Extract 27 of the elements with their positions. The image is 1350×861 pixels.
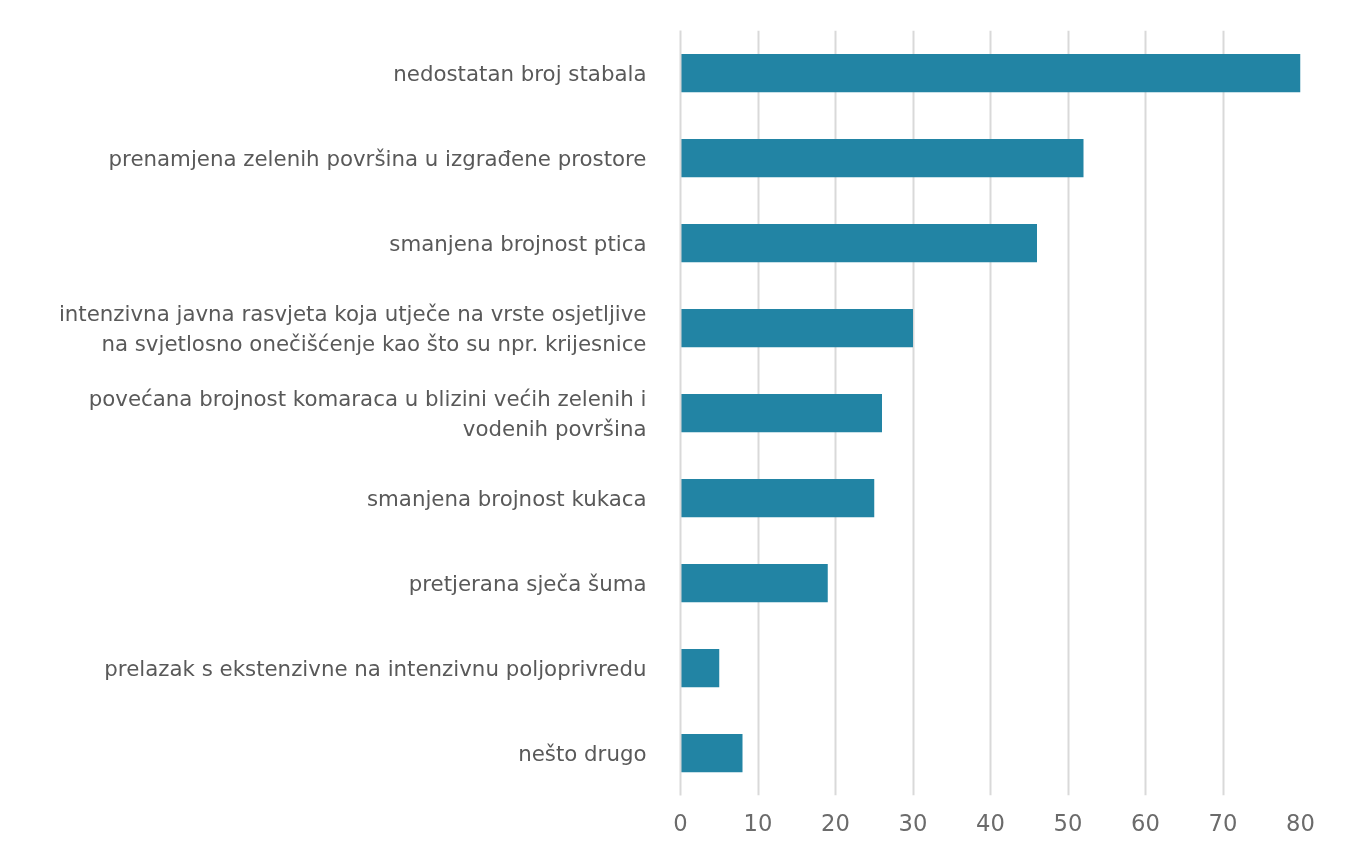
x-tick-label: 80 bbox=[1286, 809, 1315, 836]
x-tick-label: 40 bbox=[976, 809, 1005, 836]
bar bbox=[680, 478, 875, 518]
bar bbox=[680, 308, 913, 348]
y-tick-label: povećana brojnost komaraca u blizini većih zelenih i vodenih površina bbox=[88, 385, 647, 441]
y-tick-label: prelazak s ekstenzivne na intenzivnu poljoprivredu bbox=[104, 655, 647, 681]
x-tick-label: 0 bbox=[673, 809, 688, 836]
x-tick-label: 30 bbox=[898, 809, 928, 836]
x-tick-label: 10 bbox=[743, 809, 773, 836]
y-tick-label: pretjerana sječa šuma bbox=[408, 570, 647, 596]
y-tick-label: nedostatan broj stabala bbox=[393, 60, 647, 86]
y-tick-label: prenamjena zelenih površina u izgrađene prostore bbox=[108, 145, 647, 171]
bar bbox=[680, 563, 828, 603]
x-tick-label: 50 bbox=[1053, 809, 1083, 836]
y-tick-label: smanjena brojnost ptica bbox=[389, 230, 647, 256]
x-tick-label: 70 bbox=[1208, 809, 1238, 836]
bar bbox=[680, 223, 1037, 263]
y-tick-label: smanjena brojnost kukaca bbox=[366, 485, 647, 511]
bar bbox=[680, 393, 882, 433]
y-tick-label: intenzivna javna rasvjeta koja utječe na vrste osjetljive na svjetlosno onečišćenje kao što su npr. krijesnice bbox=[58, 300, 647, 356]
bar bbox=[680, 53, 1301, 93]
bar bbox=[680, 733, 743, 773]
x-tick-label: 60 bbox=[1131, 809, 1160, 836]
y-tick-label: nešto drugo bbox=[518, 740, 647, 766]
x-tick-label: 20 bbox=[821, 809, 850, 836]
bar bbox=[680, 648, 720, 688]
bar bbox=[680, 138, 1084, 178]
